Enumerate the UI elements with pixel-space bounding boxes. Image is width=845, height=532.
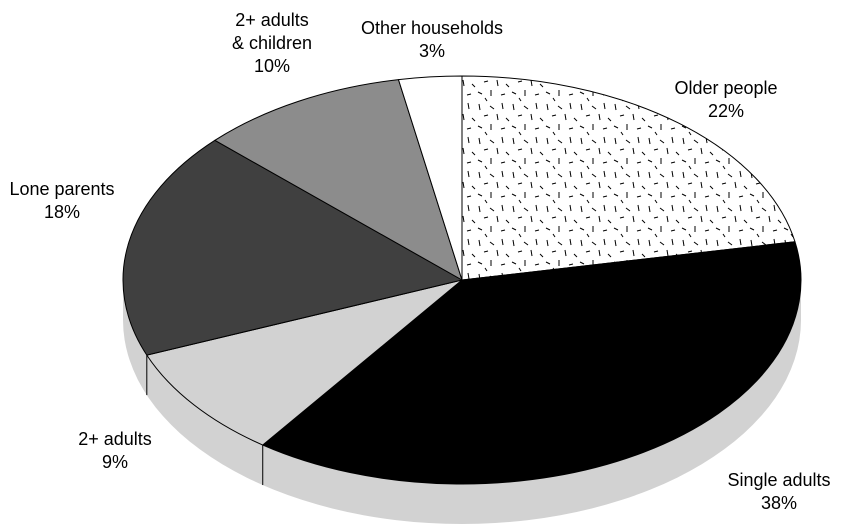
slice-value-lone-parents: 18%	[44, 202, 80, 222]
pie-slice-other-households	[397, 75, 463, 281]
pie-slices	[122, 75, 802, 485]
pie-slice-2-adults	[146, 279, 463, 446]
slice-label-2-adults-children: 2+ adults & children 10%	[232, 10, 312, 76]
slice-label-other-households: Other households 3%	[361, 18, 503, 61]
pie-slice-2-adults-children	[214, 79, 463, 281]
slice-label-older-people: Older people 22%	[674, 78, 777, 121]
slice-value-2-adults-children: 10%	[254, 56, 290, 76]
slice-value-other-households: 3%	[419, 41, 445, 61]
slice-value-older-people: 22%	[708, 101, 744, 121]
slice-label-2-adults: 2+ adults 9%	[78, 429, 152, 472]
pie-slice-single-adults	[262, 241, 802, 485]
pie-labels: Older people 22% Single adults 38% 2+ adults…	[9, 10, 830, 513]
pie-side-layer	[123, 280, 801, 524]
slice-label-single-adults: Single adults 38%	[727, 470, 830, 513]
pie-slice-older-people	[461, 75, 796, 281]
slice-value-single-adults: 38%	[761, 493, 797, 513]
slice-value-2-adults: 9%	[102, 452, 128, 472]
pie-side	[123, 280, 801, 524]
pie-slice-lone-parents	[122, 139, 463, 356]
slice-label-lone-parents: Lone parents 18%	[9, 179, 114, 222]
